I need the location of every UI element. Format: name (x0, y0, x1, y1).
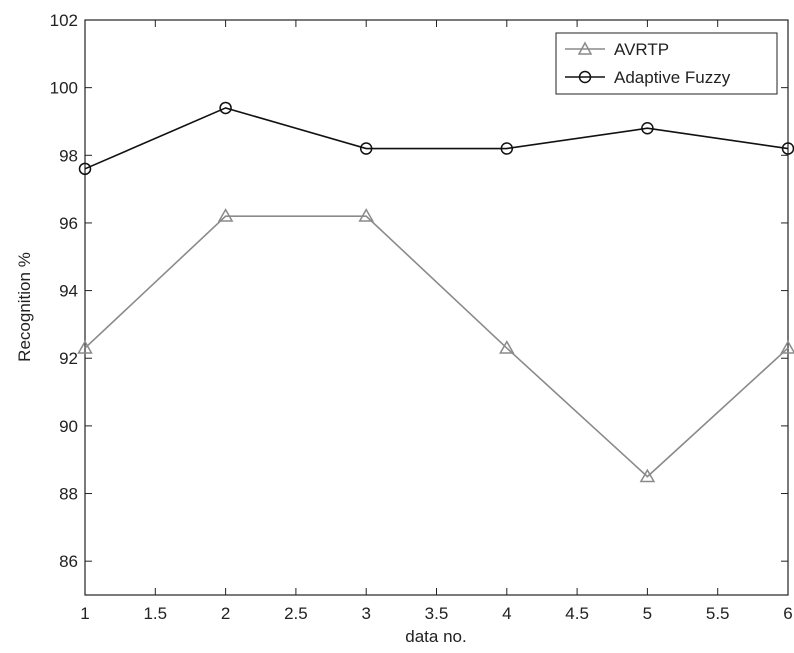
x-tick-label: 3 (361, 604, 370, 623)
y-tick-label: 102 (50, 11, 78, 30)
point-avrtp (217, 208, 234, 222)
plot-area (84, 19, 789, 596)
x-axis-label: data no. (405, 627, 466, 646)
legend-marker-adaptive-fuzzy-circle (578, 70, 592, 84)
point-avrtp (639, 468, 656, 483)
point-avrtp (77, 340, 93, 354)
series-line-avrtp (84, 215, 789, 478)
y-tick-label: 96 (59, 214, 78, 233)
x-tick-label: 5.5 (706, 604, 730, 623)
x-tick-label: 2 (221, 604, 230, 623)
point-avrtp (780, 340, 794, 354)
x-tick-label: 1.5 (143, 604, 167, 623)
y-tick-label: 86 (59, 552, 78, 571)
legend-marker-avrtp-triangle (577, 41, 593, 55)
legend: AVRTP Adaptive Fuzzy (555, 32, 778, 95)
y-tick-label: 90 (59, 417, 78, 436)
x-tick-label: 2.5 (284, 604, 308, 623)
x-tick-label: 4 (502, 604, 511, 623)
legend-label-avrtp: AVRTP (614, 40, 669, 59)
point-avrtp (358, 208, 374, 222)
x-tick-label: 3.5 (425, 604, 449, 623)
x-tick-label: 1 (80, 604, 89, 623)
point-adaptive-fuzzy (641, 121, 654, 135)
legend-box (555, 32, 778, 95)
x-tick-label: 4.5 (565, 604, 589, 623)
y-tick-label: 88 (59, 485, 78, 504)
y-tick-label: 100 (50, 79, 78, 98)
point-adaptive-fuzzy (219, 101, 232, 115)
y-tick-label: 92 (59, 349, 78, 368)
x-tick-label: 6 (783, 604, 792, 623)
y-axis-label: Recognition % (15, 252, 34, 362)
y-tick-label: 98 (59, 146, 78, 165)
point-avrtp (499, 340, 515, 354)
legend-label-adaptive-fuzzy: Adaptive Fuzzy (614, 68, 731, 87)
y-tick-label: 94 (59, 282, 78, 301)
point-adaptive-fuzzy (359, 142, 373, 155)
x-tick-label: 5 (643, 604, 652, 623)
point-adaptive-fuzzy (78, 162, 92, 176)
series-layer (77, 101, 794, 483)
series-line-adaptive-fuzzy (84, 107, 789, 170)
axis-ticks: 1 1.5 2 2.5 3 3.5 4 4.5 5 5.5 6 86 88 90 92 94 96 98 100 10… (50, 11, 793, 623)
point-adaptive-fuzzy (500, 142, 514, 155)
